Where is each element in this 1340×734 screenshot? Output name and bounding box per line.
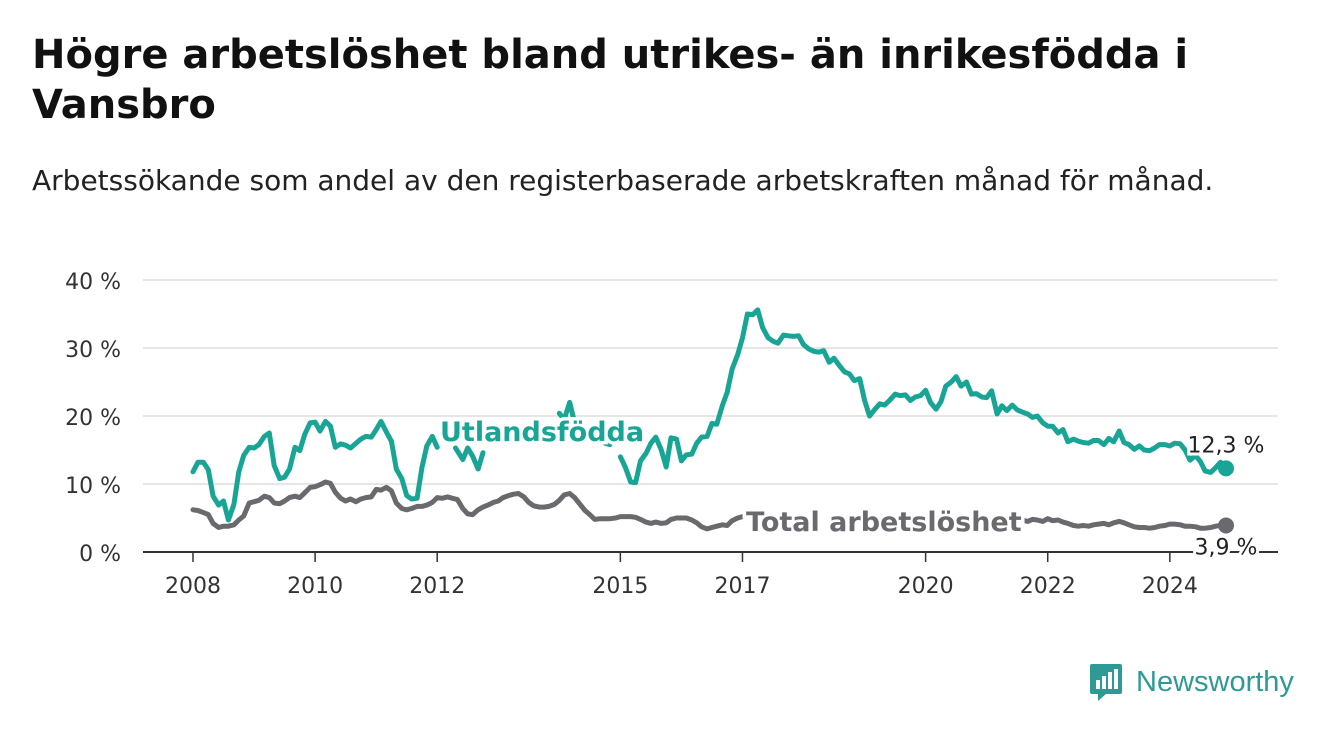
series-line-utlandsfodda <box>617 307 1229 486</box>
end-point-marker <box>1218 517 1234 534</box>
x-axis-ticks: 2008 2010 2012 2015 2017 2020 2022 2024 <box>165 552 1198 599</box>
y-tick-label: 30 % <box>65 338 121 363</box>
y-tick-label: 0 % <box>79 542 121 567</box>
x-tick-label: 2010 <box>287 574 343 599</box>
series-label-utlandsfodda: Utlandsfödda <box>440 417 644 448</box>
end-point-marker <box>1218 460 1234 477</box>
y-axis-ticks: 40 % 30 % 20 % 10 % 0 % <box>65 270 121 567</box>
series-line-utlandsfodda <box>602 440 613 448</box>
gridlines <box>143 279 1278 553</box>
series-label-total: Total arbetslöshet <box>746 507 1022 538</box>
x-tick-label: 2022 <box>1020 574 1076 599</box>
end-value-label: 12,3 % <box>1188 433 1265 458</box>
y-tick-label: 10 % <box>65 474 121 499</box>
newsworthy-logo-icon <box>1090 664 1122 701</box>
series-line-total <box>1014 516 1229 531</box>
brand-name: Newsworthy <box>1136 665 1294 698</box>
newsworthy-logo: Newsworthy <box>1088 660 1294 704</box>
x-tick-label: 2012 <box>409 574 465 599</box>
x-tick-label: 2008 <box>165 574 221 599</box>
x-tick-label: 2015 <box>592 574 648 599</box>
x-tick-label: 2024 <box>1142 574 1198 599</box>
y-tick-label: 20 % <box>65 406 121 431</box>
series-line-utlandsfodda <box>190 418 440 523</box>
chart-subtitle: Arbetssökande som andel av den registerb… <box>32 164 1214 197</box>
x-tick-label: 2020 <box>898 574 954 599</box>
end-value-label: 3,9 % <box>1195 535 1258 560</box>
series-labels: 12,3 % 3,9 % Utlandsfödda Total arbetslöshe… <box>437 414 1268 564</box>
series-line-utlandsfodda <box>556 399 578 426</box>
chart-title: Högre arbetslöshet bland utrikes- än inr… <box>32 32 1189 128</box>
series-lines <box>190 307 1234 534</box>
x-tick-label: 2017 <box>714 574 770 599</box>
series-line-total <box>190 479 745 532</box>
y-tick-label: 40 % <box>65 270 121 295</box>
series-line-utlandsfodda <box>453 445 486 472</box>
